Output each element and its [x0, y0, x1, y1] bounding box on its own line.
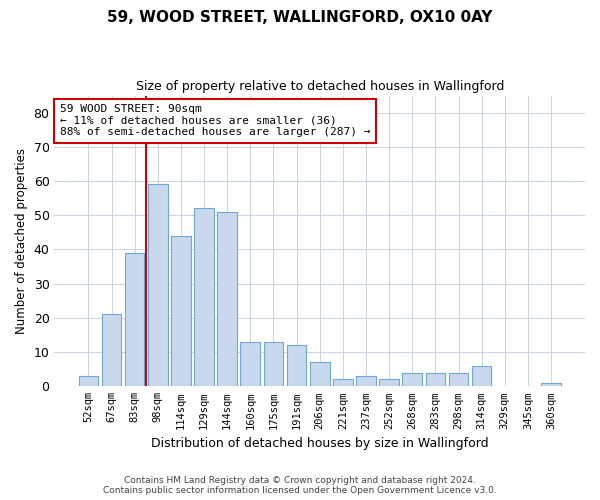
Bar — [241, 342, 260, 386]
Text: Contains HM Land Registry data © Crown copyright and database right 2024.
Contai: Contains HM Land Registry data © Crown c… — [103, 476, 497, 495]
Bar — [194, 208, 214, 386]
Bar — [217, 212, 237, 386]
Bar — [101, 314, 121, 386]
Bar — [125, 253, 145, 386]
Bar — [333, 380, 353, 386]
Bar — [310, 362, 329, 386]
Text: 59 WOOD STREET: 90sqm
← 11% of detached houses are smaller (36)
88% of semi-deta: 59 WOOD STREET: 90sqm ← 11% of detached … — [60, 104, 370, 138]
Y-axis label: Number of detached properties: Number of detached properties — [15, 148, 28, 334]
Bar — [541, 383, 561, 386]
Bar — [287, 346, 307, 387]
X-axis label: Distribution of detached houses by size in Wallingford: Distribution of detached houses by size … — [151, 437, 488, 450]
Bar — [472, 366, 491, 386]
Bar — [403, 372, 422, 386]
Bar — [148, 184, 167, 386]
Bar — [379, 380, 399, 386]
Title: Size of property relative to detached houses in Wallingford: Size of property relative to detached ho… — [136, 80, 504, 93]
Bar — [449, 372, 469, 386]
Bar — [425, 372, 445, 386]
Bar — [356, 376, 376, 386]
Bar — [171, 236, 191, 386]
Bar — [79, 376, 98, 386]
Bar — [263, 342, 283, 386]
Text: 59, WOOD STREET, WALLINGFORD, OX10 0AY: 59, WOOD STREET, WALLINGFORD, OX10 0AY — [107, 10, 493, 25]
